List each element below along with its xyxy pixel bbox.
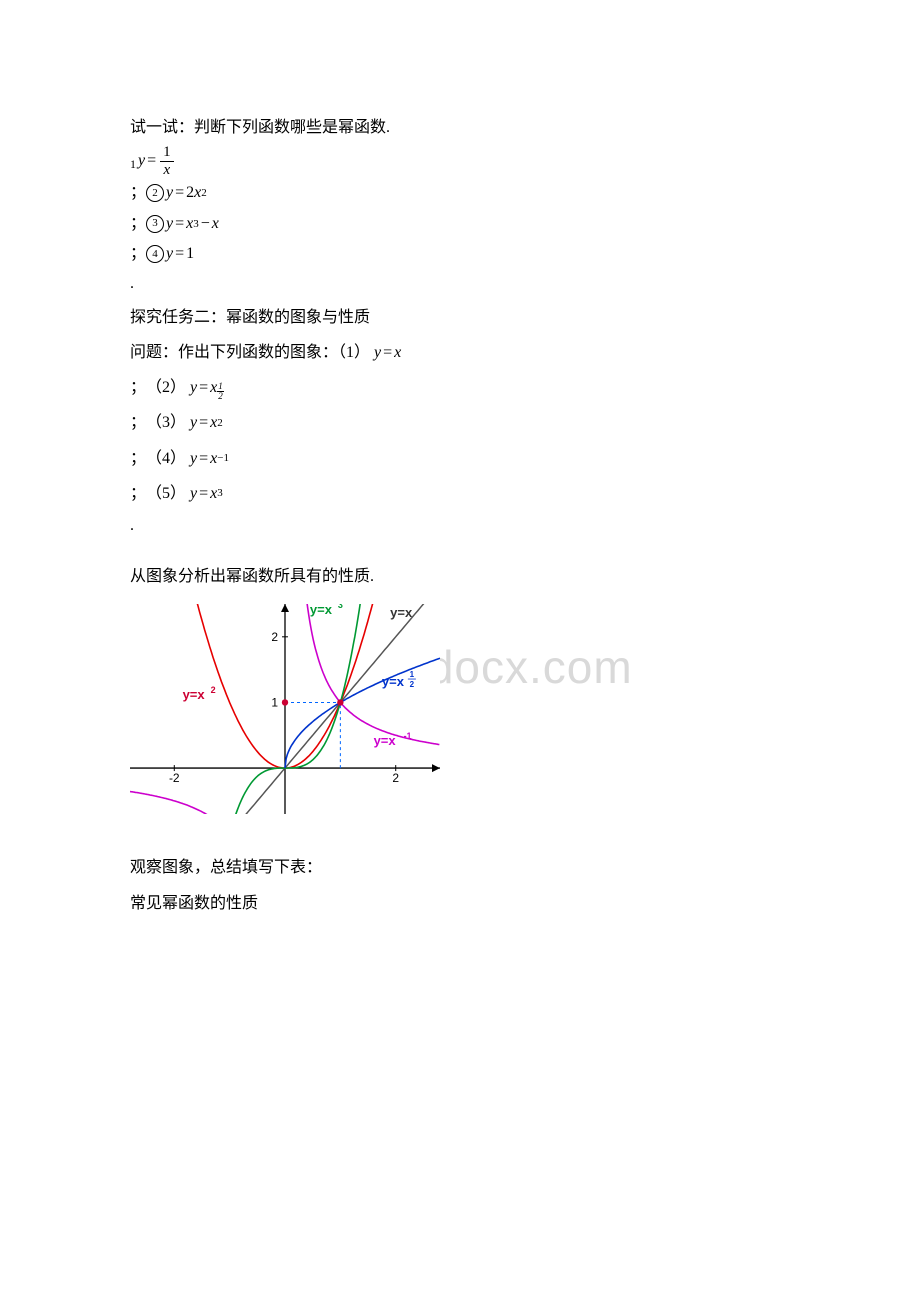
svg-text:2: 2 [271, 630, 278, 644]
svg-text:2: 2 [392, 772, 399, 786]
expr-p4: y=x−1 [186, 441, 229, 476]
svg-text:y=x: y=x [382, 674, 405, 689]
expr-3: y=x3−x [166, 209, 219, 239]
dot-2: . [130, 511, 790, 541]
circled-2: 2 [146, 184, 164, 202]
lead-1: 1 [130, 153, 136, 176]
option-4: ； 4 y=1 [130, 239, 790, 269]
common-text: 常见幂函数的性质 [130, 886, 258, 921]
expr-4: y=1 [166, 239, 194, 269]
option-1: 1 y= 1x [130, 145, 790, 178]
analyze-text: 从图象分析出幂函数所具有的性质. [130, 559, 374, 594]
sep-3: ； [130, 209, 146, 239]
observe-line: 观察图象，总结填写下表： [130, 850, 790, 885]
sep-p4: ； [130, 441, 146, 476]
sep-p2: ； [130, 370, 146, 405]
task2-heading: 探究任务二：幂函数的图象与性质 [130, 300, 790, 335]
expr-p5: y=x3 [186, 476, 223, 511]
svg-text:-1: -1 [404, 732, 412, 742]
problem-3: ； （3） y=x2 [130, 405, 790, 440]
tryit-text: 试一试：判断下列函数哪些是幂函数. [130, 110, 390, 145]
power-function-chart: -2212y=x2y=x3y=xy=x12y=x-1 [130, 604, 790, 814]
sep-4: ； [130, 239, 146, 269]
option-3: ； 3 y=x3−x [130, 209, 790, 239]
problem-5: ； （5） y=x3 [130, 476, 790, 511]
expr-1: y= 1x [138, 145, 176, 178]
sep-p3: ； [130, 405, 146, 440]
svg-text:1: 1 [410, 670, 415, 679]
problem-1: 问题：作出下列函数的图象：（1） y=x [130, 335, 790, 370]
p3: （3） [146, 405, 186, 440]
problem-intro: 问题：作出下列函数的图象：（1） [130, 335, 370, 370]
circled-3: 3 [146, 215, 164, 233]
p4: （4） [146, 441, 186, 476]
chart-svg: -2212y=x2y=x3y=xy=x12y=x-1 [130, 604, 440, 814]
sep-2: ； [130, 178, 146, 208]
task2-text: 探究任务二：幂函数的图象与性质 [130, 300, 370, 335]
circled-4: 4 [146, 245, 164, 263]
svg-text:-2: -2 [169, 772, 180, 786]
dot-1-text: . [130, 269, 134, 299]
sep-p5: ； [130, 476, 146, 511]
dot-1: . [130, 269, 790, 299]
analyze-text-line: 从图象分析出幂函数所具有的性质. [130, 559, 790, 594]
observe-text: 观察图象，总结填写下表： [130, 850, 322, 885]
problem-4: ； （4） y=x−1 [130, 441, 790, 476]
svg-text:1: 1 [271, 696, 278, 710]
tryit-heading: 试一试：判断下列函数哪些是幂函数. [130, 110, 790, 145]
p2: （2） [146, 370, 186, 405]
problem-2: ； （2） y=x12 [130, 370, 790, 405]
svg-text:y=x: y=x [374, 734, 397, 749]
svg-text:y=x: y=x [310, 604, 333, 617]
expr-2: y=2x2 [166, 178, 207, 208]
dot-2-text: . [130, 511, 134, 541]
svg-text:2: 2 [410, 680, 415, 689]
svg-text:3: 3 [338, 604, 343, 610]
svg-text:y=x: y=x [183, 688, 206, 703]
svg-text:2: 2 [211, 686, 216, 696]
expr-p2: y=x12 [186, 370, 224, 405]
expr-p1: y=x [370, 335, 401, 370]
p5: （5） [146, 476, 186, 511]
expr-p3: y=x2 [186, 405, 223, 440]
common-line: 常见幂函数的性质 [130, 886, 790, 921]
option-2: ； 2 y=2x2 [130, 178, 790, 208]
svg-text:y=x: y=x [390, 606, 413, 621]
